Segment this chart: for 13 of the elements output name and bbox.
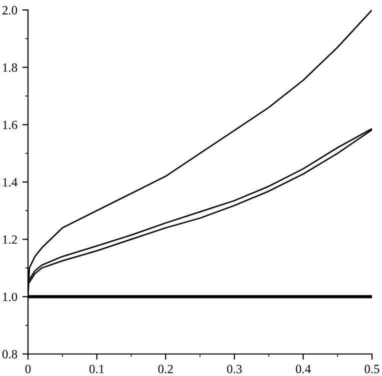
y-tick-label: 1.4 xyxy=(3,178,18,187)
x-tick-label: 0.5 xyxy=(364,364,380,374)
x-tick-label: 0.3 xyxy=(227,364,242,374)
x-tick-label: 0.2 xyxy=(158,364,173,374)
y-tick-label: 2.0 xyxy=(2,6,18,15)
y-tick-label: 0.8 xyxy=(2,350,18,359)
y-tick-label: 1.0 xyxy=(3,292,18,302)
x-tick-label: 0.1 xyxy=(89,364,104,374)
x-tick-label: 0.4 xyxy=(296,364,311,374)
x-tick-label: 0 xyxy=(25,364,31,374)
y-tick-label: 1.2 xyxy=(3,235,17,244)
y-tick-label: 1.6 xyxy=(3,120,18,130)
y-tick-label: 1.8 xyxy=(3,63,18,72)
